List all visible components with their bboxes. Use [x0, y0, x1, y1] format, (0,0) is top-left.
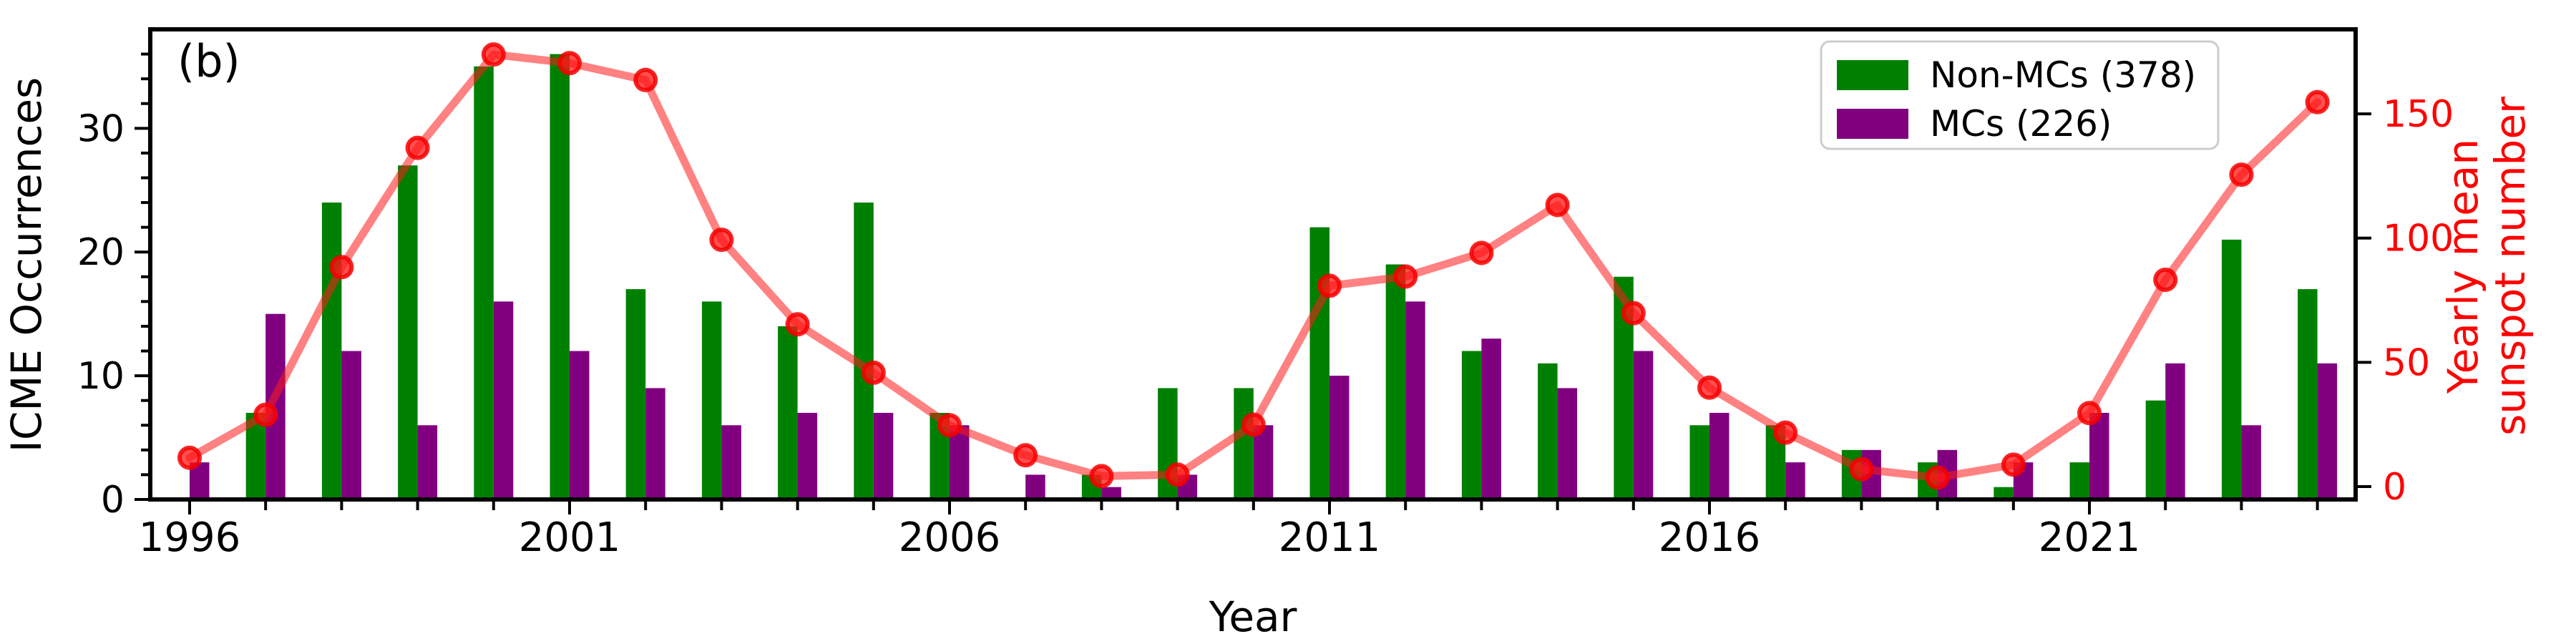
- x-tick-label-1996: 1996: [139, 514, 241, 561]
- sunspot-marker-2018: [1849, 457, 1874, 482]
- bar-mcs-2010: [1253, 425, 1274, 499]
- bar-mcs-2015: [1633, 351, 1654, 499]
- bar-non-mcs-2022: [2145, 400, 2166, 499]
- y-tick-label-right: 0: [2383, 466, 2406, 509]
- y-tick-label-left: 20: [77, 231, 125, 274]
- x-axis-label: Year: [1209, 592, 1297, 641]
- legend-box: [1820, 40, 2220, 150]
- bar-mcs-2022: [2165, 363, 2185, 499]
- bar-mcs-2012: [1405, 301, 1425, 499]
- bar-mcs-2011: [1330, 376, 1350, 499]
- sunspot-marker-1999: [405, 135, 430, 160]
- y-tick-label-left: 10: [77, 355, 125, 398]
- bar-mcs-2005: [873, 412, 894, 499]
- x-tick-label-2016: 2016: [1659, 514, 1761, 561]
- sunspot-marker-2013: [1469, 240, 1494, 265]
- bar-mcs-2023: [2241, 425, 2261, 499]
- bar-non-mcs-2000: [474, 66, 494, 500]
- sunspot-marker-1996: [177, 445, 202, 470]
- sunspot-marker-2016: [1697, 375, 1722, 400]
- x-tick-label-2001: 2001: [519, 514, 621, 561]
- sunspot-marker-2005: [861, 360, 886, 385]
- bar-mcs-1998: [341, 351, 361, 499]
- sunspot-marker-2023: [2229, 162, 2254, 187]
- legend-label-mcs: MCs (226): [1930, 103, 2112, 145]
- bar-mcs-2024: [2317, 363, 2338, 499]
- bar-mcs-2007: [1025, 474, 1045, 499]
- sunspot-marker-2012: [1393, 264, 1418, 289]
- sunspot-marker-2008: [1089, 464, 1114, 489]
- sunspot-marker-2003: [709, 228, 734, 253]
- sunspot-marker-2022: [2153, 268, 2178, 292]
- bar-mcs-2008: [1101, 487, 1121, 499]
- bar-non-mcs-2020: [1994, 487, 2014, 499]
- bar-non-mcs-2002: [625, 289, 646, 499]
- panel-label: (b): [177, 35, 240, 87]
- sunspot-marker-2017: [1773, 420, 1798, 445]
- sunspot-marker-1997: [253, 402, 278, 427]
- bar-mcs-2021: [2089, 412, 2109, 499]
- sunspot-marker-2020: [2001, 452, 2026, 477]
- bar-non-mcs-2005: [854, 203, 874, 499]
- sunspot-marker-2015: [1621, 301, 1646, 326]
- bar-mcs-2014: [1557, 388, 1578, 499]
- bar-non-mcs-2010: [1234, 388, 1254, 499]
- sunspot-marker-2010: [1241, 412, 1266, 437]
- right-axis-label-line2: sunspot number: [2486, 97, 2534, 436]
- sunspot-marker-1998: [329, 255, 354, 280]
- bar-mcs-2006: [950, 425, 970, 499]
- legend-swatch-non-mcs: [1837, 60, 1908, 90]
- bar-non-mcs-2001: [550, 54, 570, 499]
- bar-mcs-2002: [645, 388, 665, 499]
- bar-mcs-2001: [570, 351, 590, 499]
- legend-swatch-mcs: [1837, 109, 1908, 139]
- bar-mcs-1999: [417, 425, 438, 499]
- bar-non-mcs-1998: [321, 203, 342, 499]
- bar-non-mcs-2016: [1689, 425, 1709, 499]
- bar-non-mcs-2021: [2069, 462, 2089, 499]
- bar-mcs-2000: [493, 301, 514, 499]
- y-tick-label-right: 50: [2383, 341, 2430, 384]
- bar-non-mcs-2003: [701, 301, 722, 499]
- y-tick-label-right: 150: [2383, 93, 2454, 136]
- bar-non-mcs-2014: [1538, 363, 1558, 499]
- bar-mcs-2016: [1709, 412, 1729, 499]
- sunspot-marker-2019: [1925, 465, 1950, 490]
- sunspot-marker-2011: [1317, 273, 1342, 298]
- sunspot-marker-2004: [785, 312, 810, 337]
- y-tick-label-left: 30: [77, 107, 125, 150]
- y-tick-label-left: 0: [101, 479, 125, 522]
- right-axis-label-line1: Yearly mean: [2439, 139, 2487, 394]
- sunspot-marker-2024: [2305, 89, 2330, 114]
- sunspot-marker-2021: [2077, 401, 2102, 426]
- bar-non-mcs-2013: [1461, 351, 1482, 499]
- bar-mcs-2017: [1785, 462, 1805, 499]
- bar-mcs-2003: [721, 425, 741, 499]
- x-tick-label-2011: 2011: [1279, 514, 1381, 561]
- bar-non-mcs-2011: [1309, 227, 1330, 499]
- sunspot-marker-2014: [1545, 192, 1570, 218]
- bar-non-mcs-2012: [1385, 264, 1406, 499]
- bar-non-mcs-2023: [2221, 239, 2242, 499]
- bar-non-mcs-2024: [2298, 289, 2318, 499]
- sunspot-marker-2000: [481, 42, 506, 67]
- bar-non-mcs-2004: [778, 326, 798, 499]
- legend-label-non-mcs: Non-MCs (378): [1930, 54, 2196, 96]
- sunspot-marker-2009: [1165, 462, 1190, 487]
- bar-mcs-2004: [797, 412, 818, 499]
- sunspot-marker-2006: [937, 413, 962, 438]
- sunspot-marker-2007: [1013, 443, 1038, 468]
- bar-non-mcs-1999: [398, 165, 418, 499]
- legend: Non-MCs (378) MCs (226): [1820, 40, 2220, 150]
- plot-area: 0 10 20 30 0 50 100 150 1996 2001 2006 2011 2016 2021: [77, 27, 2454, 561]
- sunspot-marker-2001: [557, 51, 582, 76]
- sunspot-marker-2002: [633, 67, 658, 92]
- y-tick-label-right: 100: [2383, 218, 2454, 260]
- x-tick-label-2021: 2021: [2039, 514, 2141, 561]
- bar-mcs-2013: [1481, 338, 1501, 499]
- y-axis-label: ICME Occurrences: [2, 77, 51, 453]
- x-tick-label-2006: 2006: [899, 514, 1001, 561]
